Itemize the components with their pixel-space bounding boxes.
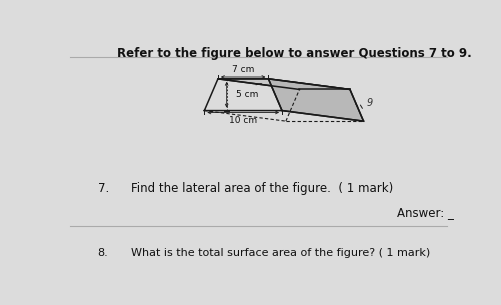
Text: 8.: 8. bbox=[98, 248, 108, 258]
Text: Find the lateral area of the figure.  ( 1 mark): Find the lateral area of the figure. ( 1… bbox=[131, 182, 393, 195]
Text: Refer to the figure below to answer Questions 7 to 9.: Refer to the figure below to answer Ques… bbox=[117, 47, 472, 60]
Text: 5 cm: 5 cm bbox=[236, 90, 259, 99]
Text: Answer: _: Answer: _ bbox=[397, 206, 453, 219]
Polygon shape bbox=[269, 79, 364, 121]
Text: 10 cm: 10 cm bbox=[229, 116, 257, 125]
Text: What is the total surface area of the figure? ( 1 mark): What is the total surface area of the fi… bbox=[131, 248, 430, 258]
Text: 7 cm: 7 cm bbox=[232, 65, 255, 74]
Text: 7.: 7. bbox=[98, 182, 109, 195]
Polygon shape bbox=[218, 79, 350, 89]
Text: 9: 9 bbox=[367, 98, 373, 108]
